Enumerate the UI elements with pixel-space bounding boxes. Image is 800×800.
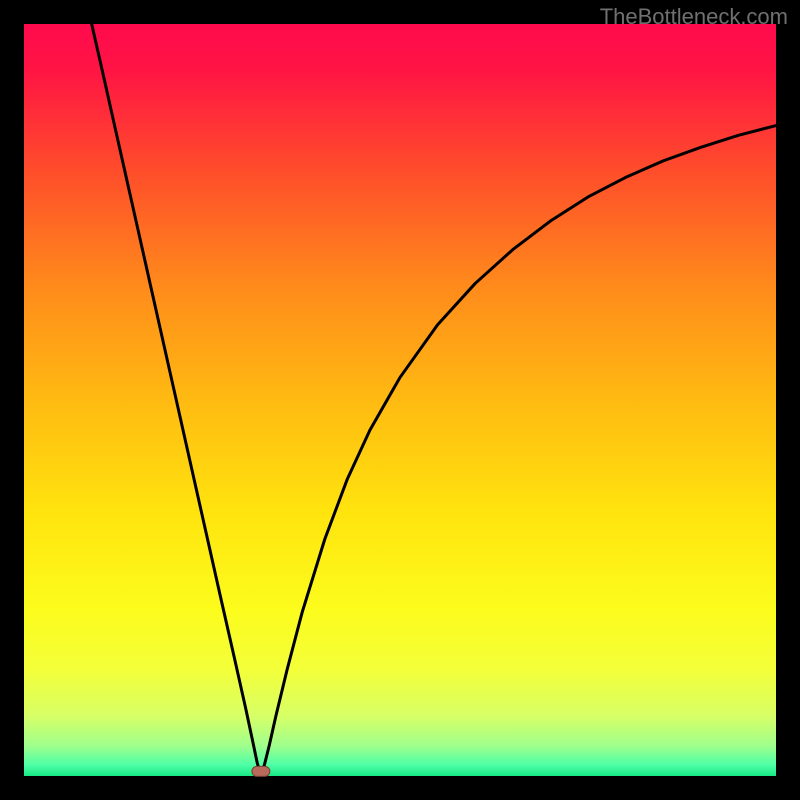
chart-frame: TheBottleneck.com (0, 0, 800, 800)
optimum-marker (251, 766, 270, 776)
plot-area (24, 24, 776, 776)
watermark-text: TheBottleneck.com (600, 4, 788, 30)
curve-path (92, 24, 776, 776)
bottleneck-curve (24, 24, 776, 776)
